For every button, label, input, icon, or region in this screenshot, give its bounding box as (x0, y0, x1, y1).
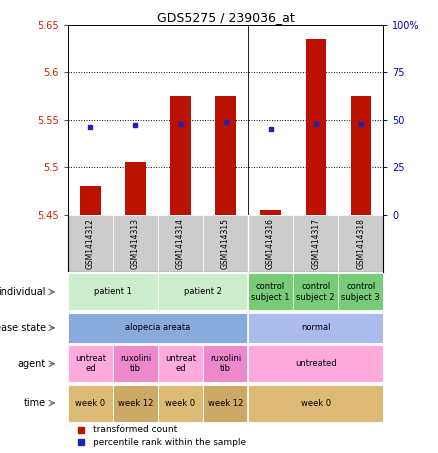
FancyBboxPatch shape (203, 215, 248, 272)
Text: control
subject 2: control subject 2 (297, 282, 335, 302)
Text: week 0: week 0 (166, 399, 196, 408)
Title: GDS5275 / 239036_at: GDS5275 / 239036_at (157, 11, 294, 24)
Text: GSM1414314: GSM1414314 (176, 218, 185, 269)
Text: GSM1414318: GSM1414318 (356, 218, 365, 269)
FancyBboxPatch shape (338, 215, 383, 272)
Text: GSM1414315: GSM1414315 (221, 218, 230, 269)
Text: untreated: untreated (295, 359, 336, 368)
FancyBboxPatch shape (158, 385, 203, 422)
Text: GSM1414317: GSM1414317 (311, 218, 320, 269)
FancyBboxPatch shape (68, 385, 113, 422)
FancyBboxPatch shape (68, 215, 113, 272)
Bar (170, 96, 191, 215)
FancyBboxPatch shape (158, 345, 203, 382)
FancyBboxPatch shape (293, 274, 338, 310)
Text: patient 2: patient 2 (184, 287, 222, 296)
FancyBboxPatch shape (203, 385, 248, 422)
FancyBboxPatch shape (248, 385, 383, 422)
FancyBboxPatch shape (68, 274, 158, 310)
Text: untreat
ed: untreat ed (75, 354, 106, 373)
Text: week 12: week 12 (118, 399, 153, 408)
FancyBboxPatch shape (248, 313, 383, 343)
Text: control
subject 3: control subject 3 (341, 282, 380, 302)
FancyBboxPatch shape (338, 274, 383, 310)
Text: agent: agent (18, 359, 46, 369)
Text: week 0: week 0 (75, 399, 106, 408)
FancyBboxPatch shape (158, 215, 203, 272)
FancyBboxPatch shape (248, 215, 293, 272)
Text: untreat
ed: untreat ed (165, 354, 196, 373)
FancyBboxPatch shape (158, 274, 248, 310)
Text: ruxolini
tib: ruxolini tib (210, 354, 241, 373)
Text: disease state: disease state (0, 323, 46, 333)
FancyBboxPatch shape (293, 215, 338, 272)
Text: alopecia areata: alopecia areata (125, 323, 191, 333)
FancyBboxPatch shape (248, 345, 383, 382)
Text: percentile rank within the sample: percentile rank within the sample (93, 438, 246, 447)
Bar (261, 210, 281, 215)
Bar (80, 186, 101, 215)
Text: GSM1414316: GSM1414316 (266, 218, 275, 269)
FancyBboxPatch shape (68, 345, 113, 382)
FancyBboxPatch shape (113, 215, 158, 272)
Text: GSM1414313: GSM1414313 (131, 218, 140, 269)
Text: GSM1414312: GSM1414312 (86, 218, 95, 269)
Bar (306, 39, 326, 215)
Bar (125, 163, 145, 215)
Text: normal: normal (301, 323, 330, 333)
Text: control
subject 1: control subject 1 (251, 282, 290, 302)
Text: week 0: week 0 (300, 399, 331, 408)
Text: individual: individual (0, 287, 46, 297)
FancyBboxPatch shape (68, 313, 248, 343)
Bar (215, 96, 236, 215)
Text: patient 1: patient 1 (94, 287, 132, 296)
Text: time: time (24, 398, 46, 408)
Text: week 12: week 12 (208, 399, 243, 408)
FancyBboxPatch shape (203, 345, 248, 382)
Bar (350, 96, 371, 215)
Text: transformed count: transformed count (93, 425, 177, 434)
FancyBboxPatch shape (113, 345, 158, 382)
Text: ruxolini
tib: ruxolini tib (120, 354, 151, 373)
FancyBboxPatch shape (248, 274, 293, 310)
FancyBboxPatch shape (113, 385, 158, 422)
